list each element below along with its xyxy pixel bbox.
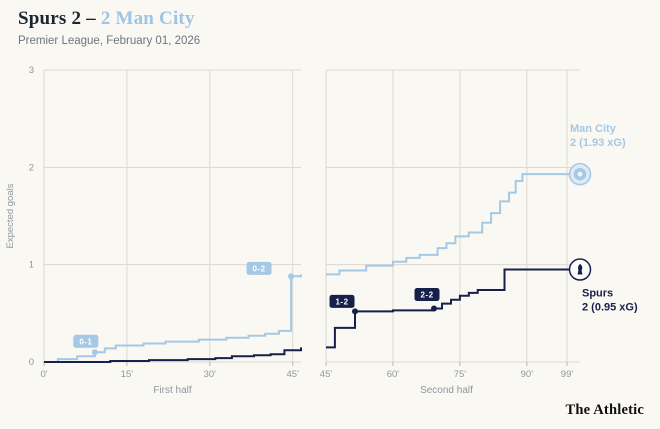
match-title: Spurs 2 –2 Man City xyxy=(18,8,200,30)
score-badge xyxy=(414,287,440,301)
x-tick-label: 75' xyxy=(454,369,467,380)
xg-step-line-man-city xyxy=(326,173,580,276)
x-tick-label: 90' xyxy=(521,369,534,380)
x-tick-label: 0' xyxy=(40,369,47,380)
footer: The Athletic xyxy=(565,402,644,419)
x-tick-label: 45' xyxy=(320,369,333,380)
goal-marker xyxy=(431,305,438,312)
x-axis-label: First half xyxy=(153,385,192,396)
score-badge-label: 1-2 xyxy=(335,297,348,306)
score-badge-label: 0-1 xyxy=(79,337,92,346)
score-badge xyxy=(246,261,272,275)
y-tick-label: 0 xyxy=(29,357,34,368)
xg-step-line-man-city xyxy=(44,274,302,363)
y-axis-label: Expected goals xyxy=(5,183,16,248)
goal-marker xyxy=(352,308,359,315)
score-badge-label: 2-2 xyxy=(420,290,433,299)
endpoint-label-spurs: 2 (0.95 xG) xyxy=(582,302,638,314)
xg-race-chart: 0 1 2 3 Expected goals 0' 15' 30' 45' First half 0… xyxy=(5,65,638,396)
endpoint-label-man-city: 2 (1.93 xG) xyxy=(570,137,626,149)
spurs-crest-icon xyxy=(577,264,583,275)
x-tick-label: 60' xyxy=(387,369,400,380)
man-city-crest-detail xyxy=(577,171,583,177)
match-title-away: 2 Man City xyxy=(100,8,195,29)
match-subtitle: Premier League, February 01, 2026 xyxy=(18,35,201,47)
y-tick-label: 2 xyxy=(29,162,34,173)
x-tick-label: 99' xyxy=(561,369,574,380)
match-title-home: Spurs 2 – xyxy=(18,8,96,29)
endpoint-label-man-city: Man City xyxy=(570,123,617,135)
match-header: Spurs 2 –2 Man City Premier League, Febr… xyxy=(18,8,200,47)
y-tick-label: 3 xyxy=(29,65,34,76)
brand-wordmark: The Athletic xyxy=(565,402,644,418)
score-badge-label: 0-2 xyxy=(253,264,266,273)
x-axis-label: Second half xyxy=(420,385,473,396)
score-badge xyxy=(73,334,99,348)
x-tick-label: 30' xyxy=(204,369,217,380)
goal-marker xyxy=(288,273,295,280)
xg-step-line-spurs xyxy=(44,347,302,363)
x-tick-label: 15' xyxy=(121,369,134,380)
endpoint-label-spurs: Spurs xyxy=(582,288,613,300)
x-tick-label: 45' xyxy=(287,369,300,380)
xg-step-line-spurs xyxy=(326,268,580,349)
goal-marker xyxy=(91,349,98,356)
y-tick-label: 1 xyxy=(29,260,34,271)
score-badge xyxy=(329,294,355,308)
